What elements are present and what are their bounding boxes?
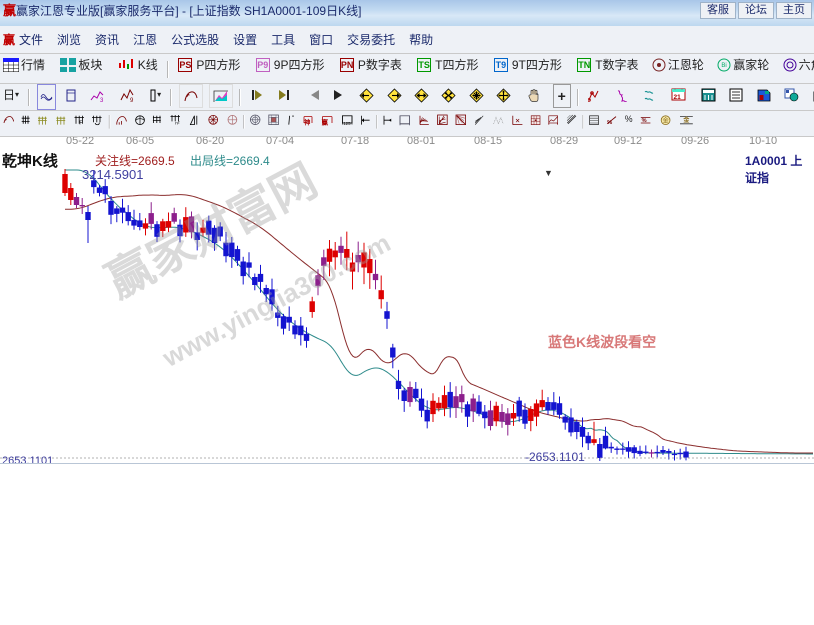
- svg-text:": ": [292, 115, 294, 122]
- svg-text:Bi: Bi: [722, 63, 727, 69]
- svg-text:n²: n²: [175, 121, 180, 126]
- svg-text:21: 21: [673, 94, 681, 101]
- svg-text:9: 9: [130, 98, 134, 102]
- svg-text:神: 神: [304, 117, 311, 125]
- svg-text:125: 125: [343, 121, 351, 125]
- svg-text:金: 金: [662, 116, 668, 124]
- svg-text:金: 金: [682, 116, 690, 124]
- svg-text:F: F: [79, 120, 83, 125]
- svg-text:%: %: [607, 119, 612, 125]
- svg-text:%: %: [641, 118, 646, 124]
- svg-text:赢: 赢: [322, 117, 329, 125]
- svg-text:3: 3: [100, 98, 104, 102]
